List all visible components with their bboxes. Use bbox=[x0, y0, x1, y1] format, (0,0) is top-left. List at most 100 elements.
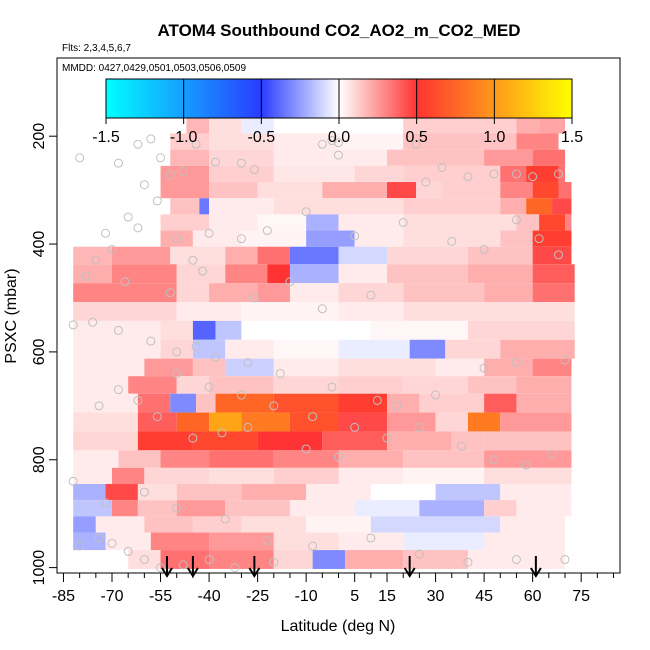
heatmap-cell bbox=[160, 182, 210, 199]
heatmap-cell bbox=[241, 230, 307, 247]
heatmap-cell bbox=[338, 376, 404, 394]
data-point bbox=[301, 444, 311, 454]
heatmap-cell bbox=[186, 117, 210, 134]
heatmap-cell bbox=[118, 450, 161, 468]
heatmap-cell bbox=[192, 516, 242, 533]
heatmap-cell bbox=[516, 376, 572, 394]
dates-note: MMDD: 0427,0429,0501,0503,0506,0509 bbox=[62, 63, 246, 74]
data-point bbox=[139, 555, 149, 565]
heatmap-cell bbox=[160, 230, 193, 247]
data-point bbox=[152, 412, 162, 422]
heatmap-cell bbox=[209, 283, 258, 303]
data-point bbox=[188, 255, 198, 265]
data-point bbox=[398, 217, 408, 227]
data-point bbox=[107, 538, 117, 548]
heatmap-cell bbox=[241, 484, 307, 501]
data-point bbox=[262, 226, 272, 236]
heatmap-cell bbox=[526, 198, 553, 215]
data-point bbox=[366, 290, 376, 300]
heatmap-cell bbox=[241, 117, 274, 134]
x-tick-label: 5 bbox=[350, 588, 359, 605]
heatmap-cell bbox=[209, 149, 274, 166]
heatmap-cell bbox=[558, 182, 572, 199]
heatmap-cell bbox=[387, 393, 420, 413]
heatmap-cell bbox=[526, 165, 559, 183]
heatmap-cell bbox=[257, 283, 290, 303]
heatmap-cell bbox=[73, 450, 119, 468]
heatmap-cell bbox=[128, 550, 161, 569]
heatmap-cell bbox=[387, 412, 436, 432]
data-point bbox=[133, 139, 143, 149]
heatmap-cell bbox=[273, 117, 404, 134]
heatmap-cell bbox=[160, 320, 193, 340]
heatmap-cell bbox=[539, 117, 565, 134]
data-point bbox=[133, 223, 143, 233]
colorbar-tick-label: -1.0 bbox=[170, 129, 198, 146]
heatmap-cell bbox=[273, 358, 339, 377]
heatmap-cell bbox=[403, 133, 517, 150]
heatmap-cell bbox=[273, 467, 339, 485]
heatmap-cell bbox=[225, 500, 290, 517]
heatmap-cell bbox=[73, 532, 106, 551]
arrow-head bbox=[248, 567, 261, 578]
data-point bbox=[479, 363, 489, 373]
data-point bbox=[75, 541, 85, 551]
colorbar-tick-label: -0.5 bbox=[248, 129, 276, 146]
heatmap-cell bbox=[516, 133, 559, 150]
heatmap-cell bbox=[338, 393, 388, 413]
data-point bbox=[301, 207, 311, 217]
y-axis-label: PSXC (mbar) bbox=[3, 268, 20, 363]
heatmap-cell bbox=[209, 133, 274, 150]
heatmap-cell bbox=[516, 117, 540, 134]
heatmap-cell bbox=[257, 182, 323, 199]
data-point bbox=[308, 541, 318, 551]
heatmap-cell bbox=[209, 117, 242, 134]
heatmap-cell bbox=[192, 230, 242, 247]
heatmap-cell bbox=[484, 467, 572, 485]
data-point bbox=[249, 293, 259, 303]
heatmap-cell bbox=[144, 358, 193, 377]
data-point bbox=[392, 401, 402, 411]
heatmap-cell bbox=[241, 412, 290, 432]
data-point bbox=[178, 166, 188, 176]
x-tick-label: -70 bbox=[100, 588, 123, 605]
heatmap-cell bbox=[170, 133, 210, 150]
x-tick-label: 15 bbox=[378, 588, 396, 605]
heatmap-cell bbox=[273, 149, 388, 166]
heatmap-cell bbox=[306, 484, 371, 501]
heatmap-cell bbox=[403, 283, 485, 303]
heatmap-cell bbox=[532, 358, 572, 377]
heatmap-cell bbox=[564, 214, 572, 231]
heatmap-cell bbox=[176, 376, 210, 394]
heatmap-cell bbox=[532, 182, 559, 199]
heatmap-cell bbox=[500, 198, 527, 215]
data-point bbox=[188, 433, 198, 443]
heatmap-cell bbox=[500, 182, 533, 199]
flights-note: Flts: 2,3,4,5,6,7 bbox=[62, 43, 131, 54]
data-point bbox=[317, 304, 327, 314]
heatmap-cell bbox=[137, 393, 171, 413]
heatmap-cell bbox=[105, 484, 138, 501]
data-point bbox=[191, 139, 201, 149]
x-tick-label: -40 bbox=[198, 588, 221, 605]
heatmap-cell bbox=[387, 149, 485, 166]
heatmap-cell bbox=[137, 412, 177, 432]
x-tick-label: 45 bbox=[475, 588, 493, 605]
heatmap-cell bbox=[403, 467, 485, 485]
heatmap-cell bbox=[209, 450, 274, 468]
flight-arrows bbox=[161, 556, 542, 578]
heatmap-cell bbox=[257, 214, 307, 231]
heatmap-cell bbox=[192, 431, 258, 451]
heatmap-cell bbox=[196, 393, 216, 413]
heatmap-cell bbox=[435, 484, 501, 501]
heatmap-cell bbox=[338, 412, 388, 432]
data-point bbox=[334, 138, 343, 148]
y-tick-label: 800 bbox=[31, 446, 48, 473]
heatmap-cell bbox=[500, 230, 533, 247]
data-point bbox=[211, 352, 221, 362]
data-point bbox=[521, 460, 531, 470]
heatmap-cell bbox=[484, 283, 533, 303]
heatmap-cell bbox=[467, 412, 501, 432]
heatmap-cell bbox=[435, 516, 501, 533]
observation-points bbox=[68, 134, 570, 573]
